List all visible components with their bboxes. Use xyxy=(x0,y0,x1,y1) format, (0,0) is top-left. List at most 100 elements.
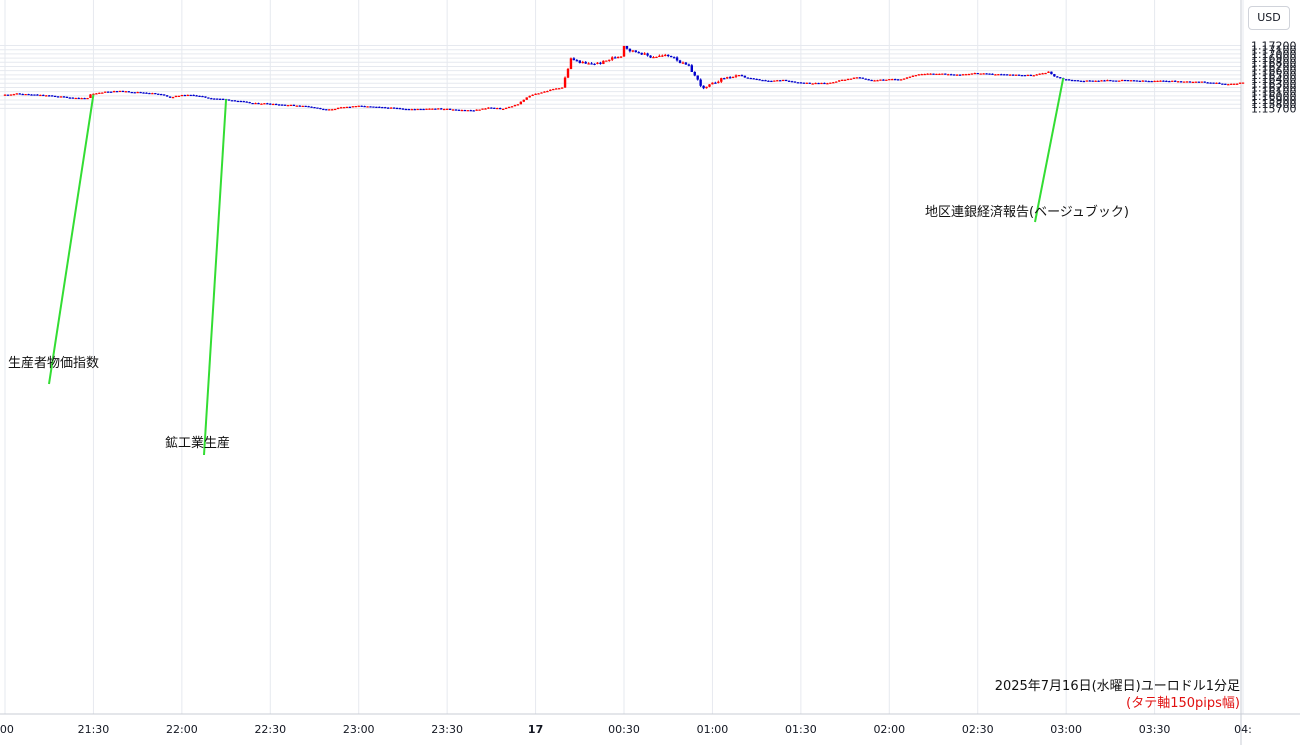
candle xyxy=(101,92,104,94)
candle xyxy=(160,93,163,96)
candle xyxy=(820,82,823,85)
candle xyxy=(451,109,455,111)
candle-body xyxy=(12,94,16,96)
candle xyxy=(504,107,508,110)
candle-body xyxy=(1135,80,1139,82)
candle xyxy=(950,73,953,76)
candle-body xyxy=(611,57,614,60)
candle xyxy=(192,94,195,97)
candle-body xyxy=(478,109,481,111)
candle-body xyxy=(1109,80,1112,82)
candle xyxy=(920,73,923,76)
candle-body xyxy=(378,106,381,108)
candle-body xyxy=(616,56,620,59)
candle xyxy=(39,94,42,97)
candle-body xyxy=(168,96,172,98)
candle-body xyxy=(207,97,210,99)
candle xyxy=(575,59,579,62)
currency-badge[interactable]: USD xyxy=(1248,6,1290,30)
candle xyxy=(905,77,909,79)
candle xyxy=(1232,83,1236,85)
candle xyxy=(1162,80,1165,82)
candle xyxy=(89,94,92,99)
candle-body xyxy=(991,73,994,75)
candle xyxy=(330,108,334,111)
candle xyxy=(528,95,531,98)
candle-body xyxy=(1026,74,1030,77)
candle xyxy=(148,92,151,95)
candle xyxy=(814,82,817,85)
candle xyxy=(62,96,66,98)
candle xyxy=(139,91,142,94)
candle xyxy=(499,107,502,110)
candle xyxy=(475,109,478,111)
candle-body xyxy=(572,58,576,61)
candle xyxy=(295,105,299,107)
candle xyxy=(681,61,685,64)
candle-body xyxy=(481,108,484,110)
candle-body xyxy=(717,81,720,83)
candle-body xyxy=(952,74,956,76)
candle-body xyxy=(124,91,128,93)
candle-body xyxy=(68,97,72,99)
candle-body xyxy=(994,74,997,76)
candle xyxy=(725,76,729,79)
candle xyxy=(48,95,51,97)
candle xyxy=(419,108,422,111)
candle xyxy=(655,56,658,58)
candle xyxy=(605,60,608,62)
candle xyxy=(301,105,304,108)
candle xyxy=(1050,71,1053,75)
candle-body xyxy=(342,107,346,109)
candle-body xyxy=(127,91,131,93)
candle xyxy=(118,90,122,93)
candle xyxy=(734,74,738,79)
candle-body xyxy=(269,103,272,105)
candle xyxy=(230,100,234,102)
candle-body xyxy=(531,94,534,96)
candle-body xyxy=(510,106,514,108)
candle xyxy=(142,92,145,94)
candle-body xyxy=(1168,81,1171,83)
candle-body xyxy=(555,88,558,90)
candle xyxy=(95,93,98,95)
candle xyxy=(292,104,296,107)
candle xyxy=(752,78,755,80)
y-tick-label: 1.15700 xyxy=(1251,102,1297,115)
candle xyxy=(731,76,735,79)
candle xyxy=(832,81,835,84)
candle xyxy=(130,91,133,94)
candle xyxy=(1023,75,1027,77)
candle-body xyxy=(198,95,201,97)
candle xyxy=(967,73,971,76)
candle-body xyxy=(245,101,248,103)
candle xyxy=(649,55,652,59)
candle-body xyxy=(661,55,664,57)
candle-body xyxy=(619,56,623,58)
candle-body xyxy=(864,78,867,80)
candle-body xyxy=(1126,80,1130,82)
candle xyxy=(210,97,213,100)
candle-body xyxy=(80,98,83,100)
candle-body xyxy=(976,73,979,75)
candle-body xyxy=(929,73,932,75)
candle-body xyxy=(602,60,605,64)
candle-body xyxy=(162,94,166,96)
candle xyxy=(375,106,378,108)
candle-body xyxy=(434,108,437,110)
candle-body xyxy=(339,107,343,109)
candle-body xyxy=(74,97,77,100)
candle-body xyxy=(330,109,334,111)
candle-body xyxy=(634,50,638,53)
candle-body xyxy=(1050,71,1053,75)
candle xyxy=(602,60,605,65)
candle-body xyxy=(1100,80,1103,82)
candle xyxy=(154,92,157,95)
candle xyxy=(1088,80,1091,82)
candle-body xyxy=(725,77,729,79)
candle-body xyxy=(180,94,184,97)
candle-body xyxy=(920,74,923,76)
candle-body xyxy=(1141,80,1144,82)
candle xyxy=(457,109,461,111)
candle-body xyxy=(1106,80,1109,82)
